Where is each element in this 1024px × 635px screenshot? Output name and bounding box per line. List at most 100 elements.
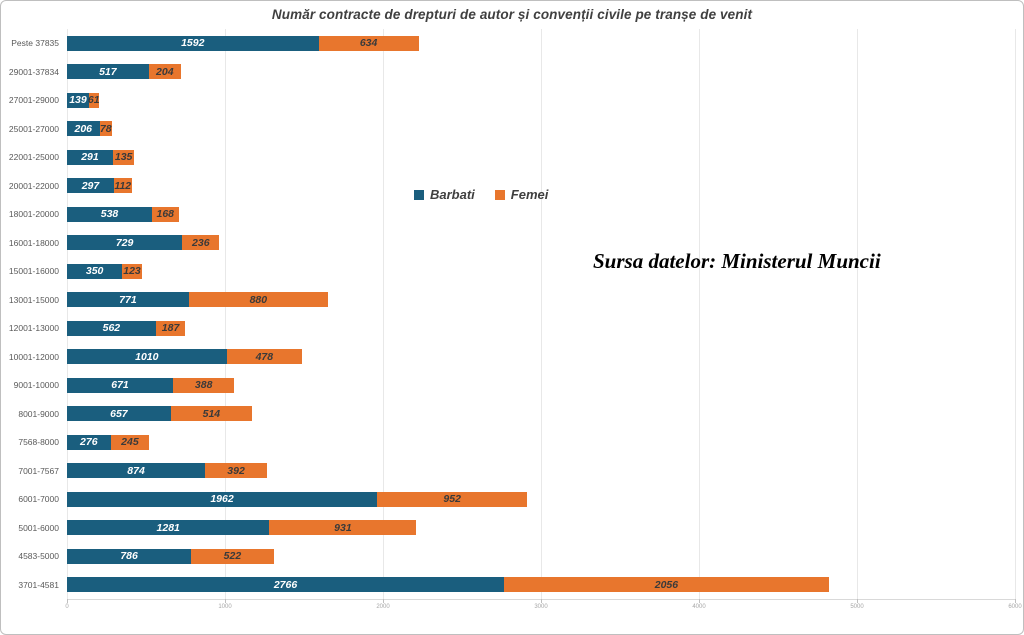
bar-value-label: 168 [156,208,175,220]
bar-value-label: 123 [123,265,141,277]
x-tick-label: 5000 [850,604,864,610]
category-label: 27001-29000 [8,95,59,106]
category-label: 12001-13000 [8,323,59,334]
category-label: 10001-12000 [8,351,59,362]
bar-value-label: 2766 [273,578,298,591]
category-label: 29001-37834 [8,66,59,77]
x-tick-mark [857,599,858,603]
category-label: 7001-7567 [18,465,59,476]
x-tick-mark [225,599,226,603]
bar-value-label: 388 [194,379,213,391]
category-label: 20001-22000 [8,180,59,191]
bar-value-label: 771 [119,293,137,306]
bar-segment-femei: 236 [182,235,220,251]
bar-segment-barbati: 139 [67,92,89,108]
bar-row: 276 245 [67,434,150,450]
legend-label-femei: Femei [510,187,549,202]
category-label: 16001-18000 [8,237,59,248]
category-axis: Peste 37835 29001-37834 27001-29000 25001-2… [1,29,59,599]
bar-row: 1281 931 [67,520,417,536]
gridline [225,29,226,599]
x-tick-mark [67,599,68,603]
bar-value-label: 880 [249,293,268,306]
bar-segment-femei: 388 [173,377,235,393]
category-label: 6001-7000 [18,494,59,505]
bar-value-label: 1010 [135,350,159,363]
bar-value-label: 206 [74,122,93,135]
bar-value-label: 562 [102,322,121,334]
bar-value-label: 350 [85,265,104,277]
bar-row: 1010 478 [67,349,303,365]
bar-value-label: 514 [202,407,221,420]
bar-value-label: 392 [227,464,245,477]
bar-value-label: 634 [359,37,378,49]
bar-segment-barbati: 786 [67,548,192,564]
bar-value-label: 112 [114,179,132,192]
legend-item-femei: Femei [494,187,549,202]
bar-value-label: 657 [110,407,128,420]
bar-segment-barbati: 671 [67,377,174,393]
bar-segment-femei: 514 [170,406,252,422]
bar-segment-barbati: 538 [67,206,152,222]
bar-value-label: 291 [81,151,99,163]
bar-segment-femei: 168 [152,206,179,222]
category-label: 3701-4581 [18,579,59,590]
bar-segment-femei: 392 [205,463,267,479]
bar-value-label: 517 [99,65,117,78]
bar-segment-barbati: 1592 [67,35,319,51]
bar-value-label: 139 [69,94,87,106]
gridline [541,29,542,599]
bar-value-label: 187 [161,322,180,334]
bar-segment-barbati: 517 [67,64,149,80]
bar-segment-femei: 78 [99,121,112,137]
legend-item-barbati: Barbati [414,187,475,202]
bar-row: 657 514 [67,406,252,422]
bar-segment-femei: 61 [87,92,100,108]
bar-row: 771 880 [67,292,328,308]
bar-segment-femei: 187 [155,320,186,336]
gridline [857,29,858,599]
bar-row: 729 236 [67,235,220,251]
bar-segment-femei: 931 [269,520,417,536]
bar-value-label: 786 [120,550,138,562]
bar-segment-femei: 112 [113,178,132,194]
x-tick-label: 2000 [376,604,390,610]
bar-value-label: 671 [111,379,129,391]
bar-segment-barbati: 1281 [67,520,270,536]
bar-row: 1592 634 [67,35,419,51]
bar-value-label: 952 [443,493,461,505]
bar-value-label: 204 [156,65,174,78]
bar-row: 538 168 [67,206,179,222]
bar-value-label: 729 [115,236,134,249]
bar-segment-barbati: 729 [67,235,183,251]
x-tick-label: 1000 [218,604,232,610]
bar-row: 350 123 [67,263,142,279]
bar-value-label: 1281 [156,521,180,534]
bar-segment-barbati: 2766 [67,577,505,593]
category-label: 18001-20000 [8,209,59,220]
category-label: 8001-9000 [18,408,59,419]
bar-value-label: 1962 [210,493,234,505]
bar-value-label: 236 [192,236,210,249]
bar-row: 2766 2056 [67,577,829,593]
x-tick-mark [541,599,542,603]
bar-segment-barbati: 206 [67,121,100,137]
bar-segment-femei: 522 [191,548,274,564]
gridline [67,29,68,599]
legend: Barbati Femei [414,187,548,202]
x-tick-label: 4000 [692,604,706,610]
bar-segment-femei: 478 [226,349,303,365]
bar-segment-femei: 123 [122,263,142,279]
bar-segment-barbati: 562 [67,320,156,336]
chart-title: Număr contracte de drepturi de autor și … [271,7,753,22]
bar-row: 562 187 [67,320,186,336]
bar-value-label: 931 [334,521,352,534]
x-tick-mark [383,599,384,603]
gridline [383,29,384,599]
bar-value-label: 61 [87,94,100,106]
bar-value-label: 478 [255,350,274,363]
bar-segment-femei: 952 [376,491,528,507]
bar-row: 517 204 [67,64,181,80]
bar-row: 786 522 [67,548,274,564]
bar-value-label: 276 [80,436,98,448]
